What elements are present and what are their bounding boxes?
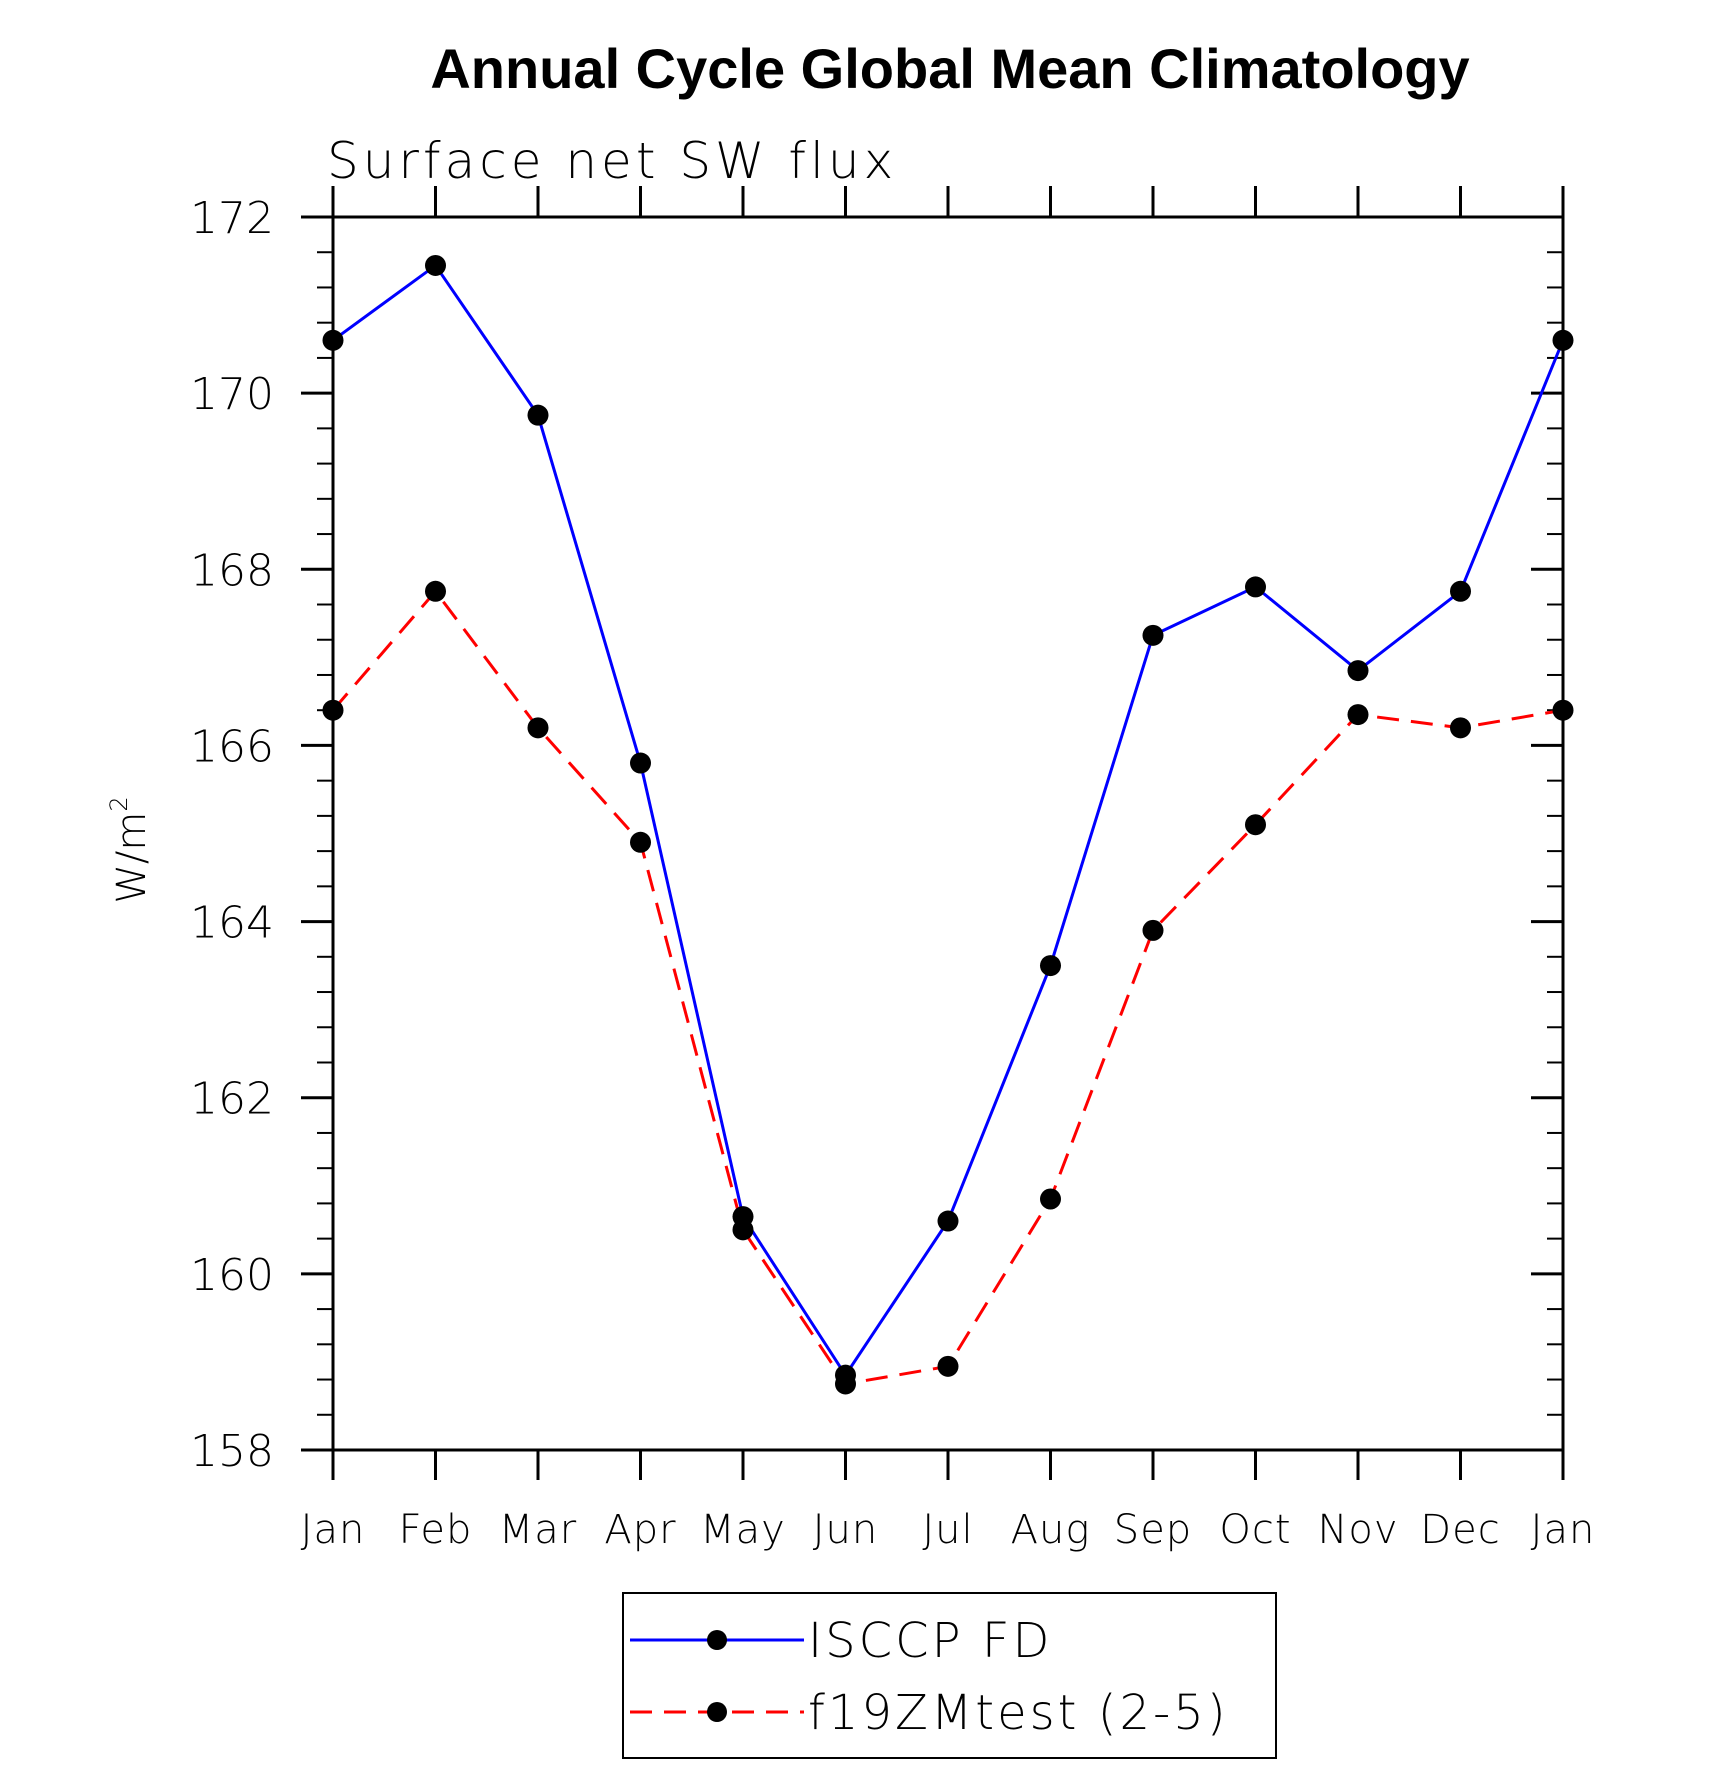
y-tick-label: 168 [190,545,274,596]
series-2-point [732,1219,754,1241]
series-1-point [1347,660,1369,682]
legend-label-series-1: ISCCP FD [808,1613,1052,1669]
x-tick-label: Mar [499,1507,577,1553]
series-1-point [1450,580,1471,602]
legend: ISCCP FD f19ZMtest (2-5) [622,1592,1277,1759]
y-tick-label: 162 [190,1074,274,1125]
y-axis-label-base: W/m [109,812,155,904]
x-tick-label: Oct [1219,1507,1291,1553]
x-tick-label: Feb [399,1507,473,1553]
series-1-point [425,254,446,276]
series-1-point [1552,329,1574,351]
y-tick-label: 164 [190,898,274,949]
x-tick-label: Jan [1531,1507,1596,1553]
series-1-point [527,404,549,426]
legend-marker-series-1 [707,1630,727,1650]
y-tick-label: 160 [190,1250,274,1301]
y-axis-label-superscript: 2 [105,796,133,811]
series-1-point [1142,624,1164,646]
series-line-1 [332,263,1565,1378]
y-tick-label: 158 [190,1426,274,1477]
series-1-point [630,752,651,774]
series-2-point [1040,1188,1061,1210]
x-tick-label: Sep [1114,1507,1192,1553]
series-2-point [527,717,549,739]
chart-title: Annual Cycle Global Mean Climatology [430,37,1469,100]
series-2-point [630,831,651,853]
x-tick-label: Jan [301,1507,366,1553]
x-tick-label: Jul [922,1507,973,1553]
series-2-point [937,1355,959,1377]
series-line-2 [331,588,1564,1386]
series-2-point [425,580,446,602]
legend-marker-series-2 [707,1702,727,1722]
series-2-point [322,699,344,721]
series-1-point [322,329,344,351]
x-tick-label: May [700,1507,786,1553]
series-2-point [1450,717,1471,739]
series-2-point [1142,919,1164,941]
series-1-point [1040,955,1061,977]
x-tick-label: Dec [1420,1507,1500,1553]
axes-ticks [301,186,1565,1480]
series-1-point [1245,576,1266,598]
series-1-point [937,1210,959,1232]
y-tick-labels: 158 160 162 164 166 168 170 172 [190,193,274,1477]
series-2-point [835,1373,856,1395]
x-tick-label: Aug [1011,1507,1091,1553]
legend-label-series-2: f19ZMtest (2-5) [808,1685,1229,1741]
series-2-point [1245,814,1266,836]
y-tick-label: 170 [190,369,274,420]
x-tick-labels: Jan Feb Mar Apr May Jun Jul Aug Sep Oct Nov Dec Jan [301,1507,1596,1553]
series-2-point [1552,699,1574,721]
series-layer [322,254,1574,1395]
y-tick-label: 172 [190,193,274,244]
plot-frame [331,215,1565,1452]
x-tick-label: Jun [813,1507,879,1553]
x-tick-label: Nov [1317,1507,1398,1553]
series-2-point [1347,704,1369,726]
y-tick-label: 166 [190,721,274,772]
y-axis-label: W/m2 [105,796,155,903]
x-tick-label: Apr [604,1507,676,1553]
chart-subtitle: Surface net SW flux [327,132,897,190]
legend-box [622,1592,1277,1759]
